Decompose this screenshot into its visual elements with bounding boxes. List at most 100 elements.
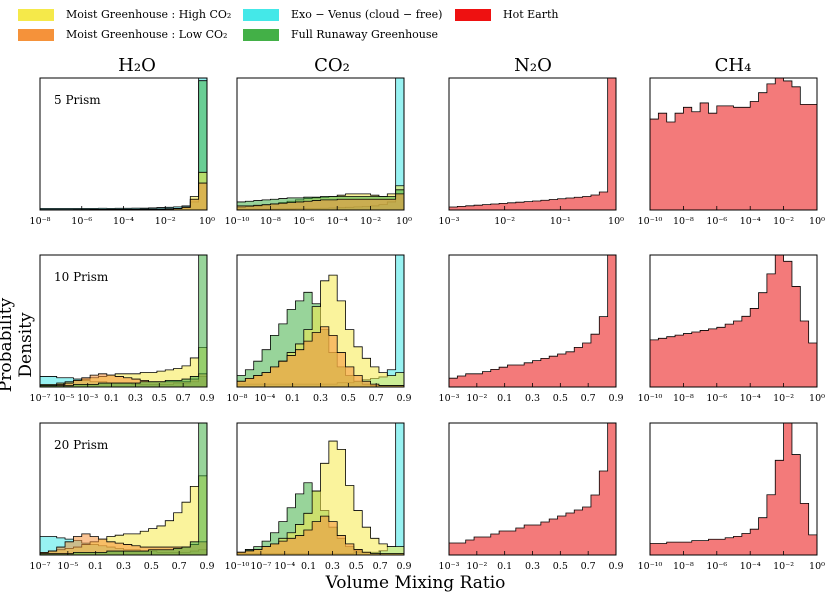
x-tick-label: 0.9 — [396, 561, 411, 572]
x-tick-label: 0.5 — [349, 561, 364, 572]
panel-r1-c0: 10 Prism 10⁻⁷ 10⁻⁵ 10⁻³ 0.1 0.3 0.5 0.7 0.9 — [30, 254, 215, 404]
column-title-h2o: H₂O — [118, 55, 156, 76]
x-tick-label: 10⁻⁴ — [274, 561, 295, 572]
x-tick-label: 10⁻⁶ — [293, 216, 314, 227]
x-tick-label: 10⁰ — [809, 561, 825, 572]
x-tick-label: 0.3 — [525, 561, 540, 572]
x-tick-label: 0.3 — [525, 393, 540, 404]
x-tick-label: 10⁻³ — [77, 393, 98, 404]
histogram-series-hot — [448, 77, 617, 211]
x-tick-label: 0.7 — [172, 561, 187, 572]
x-tick-label: 10⁻¹⁰ — [638, 561, 663, 572]
legend-label: Hot Earth — [503, 8, 559, 21]
x-tick-label: 10⁻⁴ — [254, 393, 275, 404]
x-tick-label: 10⁻⁶ — [706, 393, 727, 404]
x-tick-label: 10⁻⁸ — [227, 393, 248, 404]
x-tick-label: 0.9 — [608, 393, 623, 404]
column-title-n2o: N₂O — [514, 55, 552, 76]
x-tick-label: 0.5 — [341, 393, 356, 404]
x-tick-label: 0.7 — [373, 561, 388, 572]
panel-frame — [649, 77, 818, 211]
x-axis-label: Volume Mixing Ratio — [325, 573, 506, 593]
legend-item-high-co2: Moist Greenhouse : High CO₂ — [18, 8, 231, 21]
x-tick-label: 10⁻¹⁰ — [225, 216, 250, 227]
x-tick-label: 10⁻⁴ — [740, 561, 761, 572]
legend-item-full-runaway: Full Runaway Greenhouse — [243, 28, 438, 41]
x-tick-label: 0.5 — [553, 393, 568, 404]
legend-swatch-red — [455, 8, 491, 21]
histogram-series-hot — [448, 254, 617, 388]
x-tick-label: 10⁻⁸ — [673, 561, 694, 572]
x-tick-label: 10⁻² — [155, 216, 176, 227]
x-tick-label: 10⁻⁴ — [740, 216, 761, 227]
x-tick-label: 0.9 — [608, 561, 623, 572]
x-tick-label: 0.7 — [581, 561, 596, 572]
x-tick-label: 0.3 — [128, 393, 143, 404]
legend-label: Moist Greenhouse : High CO₂ — [66, 8, 232, 21]
panel-r2-c0: 20 Prism 10⁻⁷ 10⁻⁵ 0.1 0.3 0.5 0.7 0.9 — [30, 422, 215, 572]
x-tick-label: 10⁻⁸ — [673, 216, 694, 227]
x-tick-label: 10⁻⁸ — [673, 393, 694, 404]
histogram-series-hot — [448, 422, 617, 556]
x-tick-label: 0.5 — [152, 393, 167, 404]
legend-swatch-cyan — [243, 8, 279, 21]
legend-label: Moist Greenhouse : Low CO₂ — [66, 28, 228, 41]
x-tick-label: 0.1 — [497, 393, 512, 404]
x-tick-label: 10⁻³ — [439, 393, 460, 404]
histogram-series-venus — [236, 77, 405, 211]
x-tick-label: 10⁻⁶ — [71, 216, 92, 227]
x-tick-label: 10⁻⁵ — [53, 393, 74, 404]
panel-r2-c2: 10⁻³ 10⁻² 0.1 0.3 0.5 0.7 0.9 — [439, 422, 624, 572]
panel-r2-c1: 10⁻¹⁰ 10⁻⁷ 10⁻⁴ 0.1 0.3 0.5 0.7 0.9 — [225, 422, 412, 572]
legend-label: Full Runaway Greenhouse — [291, 28, 439, 41]
histogram-series-low — [236, 326, 405, 388]
histogram-series-runaway — [39, 422, 208, 556]
x-tick-label: 0.9 — [199, 561, 214, 572]
x-tick-label: 10⁻⁷ — [30, 561, 51, 572]
legend-item-low-co2: Moist Greenhouse : Low CO₂ — [18, 28, 227, 41]
x-tick-label: 10⁻⁸ — [260, 216, 281, 227]
x-tick-label: 0.7 — [369, 393, 384, 404]
panel-r2-c3: 10⁻¹⁰ 10⁻⁸ 10⁻⁶ 10⁻⁴ 10⁻² 10⁰ — [638, 422, 825, 572]
panel-row-label: 5 Prism — [54, 93, 101, 107]
x-tick-label: 10⁰ — [199, 216, 215, 227]
x-tick-label: 10⁻³ — [439, 561, 460, 572]
x-tick-label: 10⁻⁵ — [57, 561, 78, 572]
x-tick-label: 10⁻² — [360, 216, 381, 227]
legend-swatch-orange — [18, 28, 54, 41]
x-tick-label: 10⁻⁴ — [113, 216, 134, 227]
x-tick-label: 0.7 — [176, 393, 191, 404]
x-tick-label: 0.5 — [144, 561, 159, 572]
x-tick-label: 10⁻² — [773, 216, 794, 227]
x-tick-label: 0.1 — [497, 561, 512, 572]
legend-label: Exo − Venus (cloud − free) — [291, 8, 443, 21]
panel-frame — [649, 422, 818, 556]
panel-r0-c0: 5 Prism 10⁻⁸ 10⁻⁶ 10⁻⁴ 10⁻² 10⁰ — [30, 77, 215, 227]
x-tick-label: 0.1 — [285, 393, 300, 404]
x-tick-label: 0.3 — [116, 561, 131, 572]
panel-frame — [236, 77, 405, 211]
x-tick-label: 0.3 — [325, 561, 340, 572]
histogram-series-low — [236, 193, 405, 211]
x-tick-label: 0.1 — [301, 561, 316, 572]
legend-item-hot-earth: Hot Earth — [455, 8, 558, 21]
x-tick-label: 10⁻¹⁰ — [225, 561, 250, 572]
legend-swatch-green — [243, 28, 279, 41]
x-tick-label: 0.5 — [553, 561, 568, 572]
panel-row-label: 10 Prism — [54, 270, 109, 284]
histogram-series-runaway — [39, 254, 208, 388]
x-tick-label: 0.1 — [104, 393, 119, 404]
x-tick-label: 10⁻⁶ — [706, 561, 727, 572]
x-tick-label: 10⁻¹ — [550, 216, 571, 227]
panel-r0-c3: 10⁻¹⁰ 10⁻⁸ 10⁻⁶ 10⁻⁴ 10⁻² 10⁰ — [638, 77, 825, 227]
x-tick-label: 0.3 — [313, 393, 328, 404]
x-tick-label: 10⁰ — [608, 216, 624, 227]
x-tick-label: 10⁻⁷ — [30, 393, 51, 404]
x-tick-label: 10⁻² — [494, 216, 515, 227]
histogram-series-hot — [649, 254, 818, 388]
panel-r0-c1: 10⁻¹⁰ 10⁻⁸ 10⁻⁶ 10⁻⁴ 10⁻² 10⁰ — [225, 77, 412, 227]
x-tick-label: 0.9 — [199, 393, 214, 404]
x-tick-label: 0.9 — [396, 393, 411, 404]
x-tick-label: 0.1 — [88, 561, 103, 572]
histogram-series-hot — [649, 422, 818, 556]
